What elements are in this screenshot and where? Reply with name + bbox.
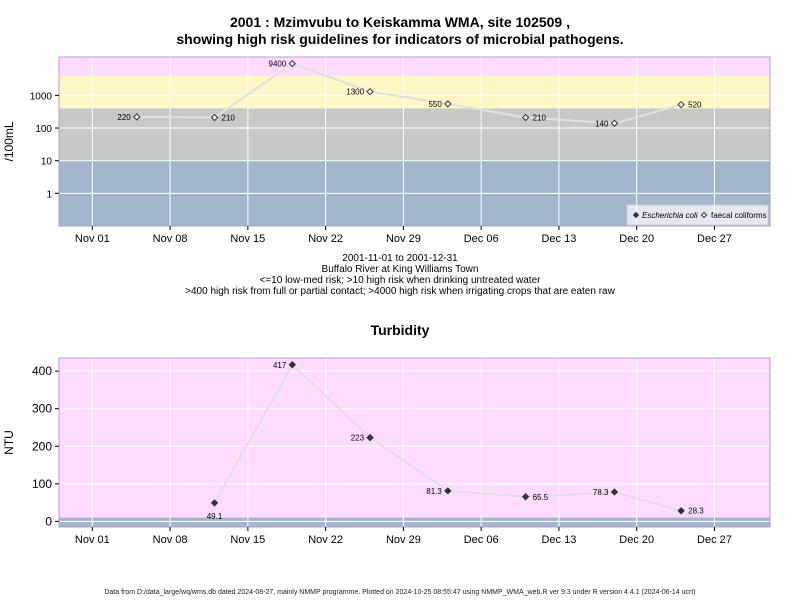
x-tick-label: Dec 06 [464,534,499,546]
data-point [444,100,452,108]
y-axis-label: NTU [2,430,16,455]
plot-frame [58,357,771,528]
legend-box [626,204,769,226]
y-axis-label: /100mL [2,121,16,161]
data-point [521,113,530,122]
data-label: 28.3 [688,507,704,516]
x-tick-label: Nov 15 [230,534,265,546]
x-tick-label: Nov 29 [386,233,421,245]
data-label: 550 [428,100,442,109]
data-label: 81.3 [426,487,442,496]
subtitle-date-range: 2001-11-01 to 2001-12-31 [342,253,458,264]
risk-band [59,517,770,527]
data-point [610,119,619,127]
data-point [288,361,297,369]
data-label: 210 [222,114,236,123]
legend-marker-faecal [700,211,708,219]
data-point [366,433,374,442]
chart-title-line2: showing high risk guidelines for indicat… [176,31,624,47]
plot-background [59,358,770,527]
data-point [677,507,685,515]
data-label: 210 [533,114,547,123]
y-tick-label: 0 [45,514,52,528]
y-tick-label: 200 [32,439,52,453]
chart-subtitle: 2001-11-01 to 2001-12-31 Buffalo River a… [0,253,800,297]
data-point [366,87,374,96]
data-point [610,488,619,496]
data-label: 223 [351,434,365,443]
subtitle-guideline-drinking: <=10 low-med risk; >10 high risk when dr… [259,275,541,286]
y-tick-label: 400 [32,364,52,378]
y-tick-label: 100 [35,124,52,135]
chart-title-line1: 2001 : Mzimvubu to Keiskamma WMA, site 1… [229,14,570,30]
turbidity-title: Turbidity [370,322,430,338]
x-tick-label: Nov 15 [230,233,265,245]
x-tick-label: Dec 20 [619,534,654,546]
data-label: 9400 [269,60,287,69]
plot-frame [58,56,771,227]
data-label: 140 [595,119,609,128]
x-tick-label: Nov 22 [308,534,343,546]
series-line [136,62,682,125]
data-label: 417 [273,361,287,370]
y-tick-label: 1 [46,189,52,200]
x-tick-label: Nov 22 [308,233,343,245]
subtitle-guideline-contact: >400 high risk from full or partial cont… [185,286,615,297]
x-tick-label: Nov 01 [75,233,110,245]
x-tick-label: Nov 08 [153,534,188,546]
data-label: 220 [117,113,131,122]
data-point [133,113,141,121]
y-tick-label: 100 [32,477,52,491]
y-tick-label: 1000 [30,91,53,102]
y-tick-label: 300 [32,402,52,416]
data-label: 520 [688,101,702,110]
subtitle-site-name: Buffalo River at King Williams Town [321,264,479,275]
data-point [677,100,685,109]
risk-band [59,75,770,109]
footer-note: Data from D:/data_large/wq/wms.db dated … [104,589,696,596]
data-point [288,59,297,68]
x-tick-label: Dec 20 [619,233,654,245]
data-label: 65.5 [533,493,549,502]
x-tick-label: Dec 06 [464,233,499,245]
x-tick-label: Dec 13 [541,534,576,546]
x-tick-label: Nov 29 [386,534,421,546]
data-label: 1300 [346,88,364,97]
legend-marker-ecoli [632,211,640,219]
legend-label-ecoli: Escherichia coli [642,211,698,220]
chart-title: 2001 : Mzimvubu to Keiskamma WMA, site 1… [0,14,800,48]
x-tick-label: Dec 27 [697,534,732,546]
risk-band [59,57,770,76]
x-tick-label: Nov 08 [153,233,188,245]
data-label: 78.3 [593,488,609,497]
legend-label-faecal: faecal coliforms [711,211,767,220]
data-point [444,487,452,495]
data-point [521,493,530,501]
y-tick-label: 10 [41,157,53,168]
x-tick-label: Dec 27 [697,233,732,245]
x-tick-label: Nov 01 [75,534,110,546]
data-point [210,499,219,507]
data-point [210,113,219,122]
data-label: 49.1 [207,512,223,521]
x-tick-label: Dec 13 [541,233,576,245]
